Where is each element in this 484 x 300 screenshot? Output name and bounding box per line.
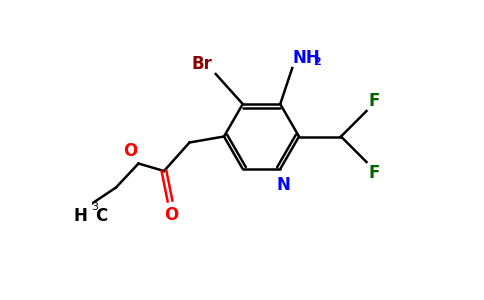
Text: O: O xyxy=(123,142,137,160)
Text: NH: NH xyxy=(292,49,320,67)
Text: N: N xyxy=(276,176,290,194)
Text: C: C xyxy=(95,207,107,225)
Text: H: H xyxy=(74,207,88,225)
Text: Br: Br xyxy=(192,55,213,73)
Text: 2: 2 xyxy=(313,57,320,67)
Text: F: F xyxy=(368,92,379,110)
Text: F: F xyxy=(368,164,379,181)
Text: O: O xyxy=(165,206,179,224)
Text: 3: 3 xyxy=(91,202,98,212)
